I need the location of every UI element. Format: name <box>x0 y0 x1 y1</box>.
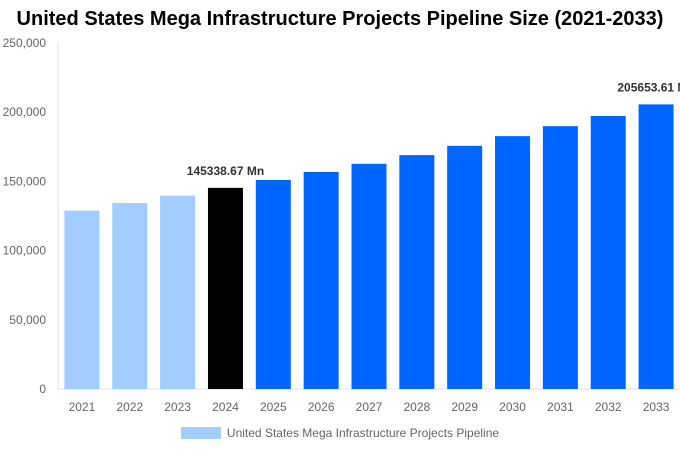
bar-2023 <box>160 195 196 389</box>
legend: United States Mega Infrastructure Projec… <box>0 426 680 440</box>
x-tick-label: 2030 <box>499 400 526 414</box>
x-tick-label: 2024 <box>212 400 239 414</box>
x-tick-label: 2032 <box>595 400 622 414</box>
bar-2027 <box>351 163 387 389</box>
bar-2026 <box>303 171 339 389</box>
bar-2030 <box>495 136 531 389</box>
x-tick-label: 2025 <box>260 400 287 414</box>
data-label-2033: 205653.61 Mn <box>617 80 680 94</box>
x-tick-label: 2027 <box>356 400 383 414</box>
legend-swatch <box>180 427 221 439</box>
bar-2029 <box>447 145 483 389</box>
x-tick-label: 2029 <box>451 400 478 414</box>
x-tick-label: 2033 <box>643 400 670 414</box>
y-tick-label: 50,000 <box>9 313 46 327</box>
x-tick-label: 2031 <box>547 400 574 414</box>
x-tick-label: 2026 <box>308 400 335 414</box>
bar-2021 <box>64 210 100 389</box>
legend-label: United States Mega Infrastructure Projec… <box>226 426 500 440</box>
y-tick-label: 200,000 <box>3 105 47 119</box>
x-tick-label: 2021 <box>69 400 96 414</box>
y-tick-label: 100,000 <box>3 244 47 258</box>
bar-2022 <box>112 202 148 389</box>
x-tick-label: 2022 <box>116 400 143 414</box>
x-tick-label: 2028 <box>403 400 430 414</box>
bar-2033 <box>638 104 674 390</box>
y-tick-label: 0 <box>39 382 46 396</box>
x-tick-label: 2023 <box>164 400 191 414</box>
bar-2024 <box>207 187 243 389</box>
data-label-2024: 145338.67 Mn <box>187 164 264 178</box>
bar-2028 <box>399 155 435 389</box>
y-tick-label: 150,000 <box>3 174 47 188</box>
bar-2032 <box>590 115 626 389</box>
chart-title: United States Mega Infrastructure Projec… <box>16 8 664 30</box>
y-tick-label: 250,000 <box>3 36 47 50</box>
bar-2025 <box>255 180 291 389</box>
bar-2031 <box>542 126 578 389</box>
